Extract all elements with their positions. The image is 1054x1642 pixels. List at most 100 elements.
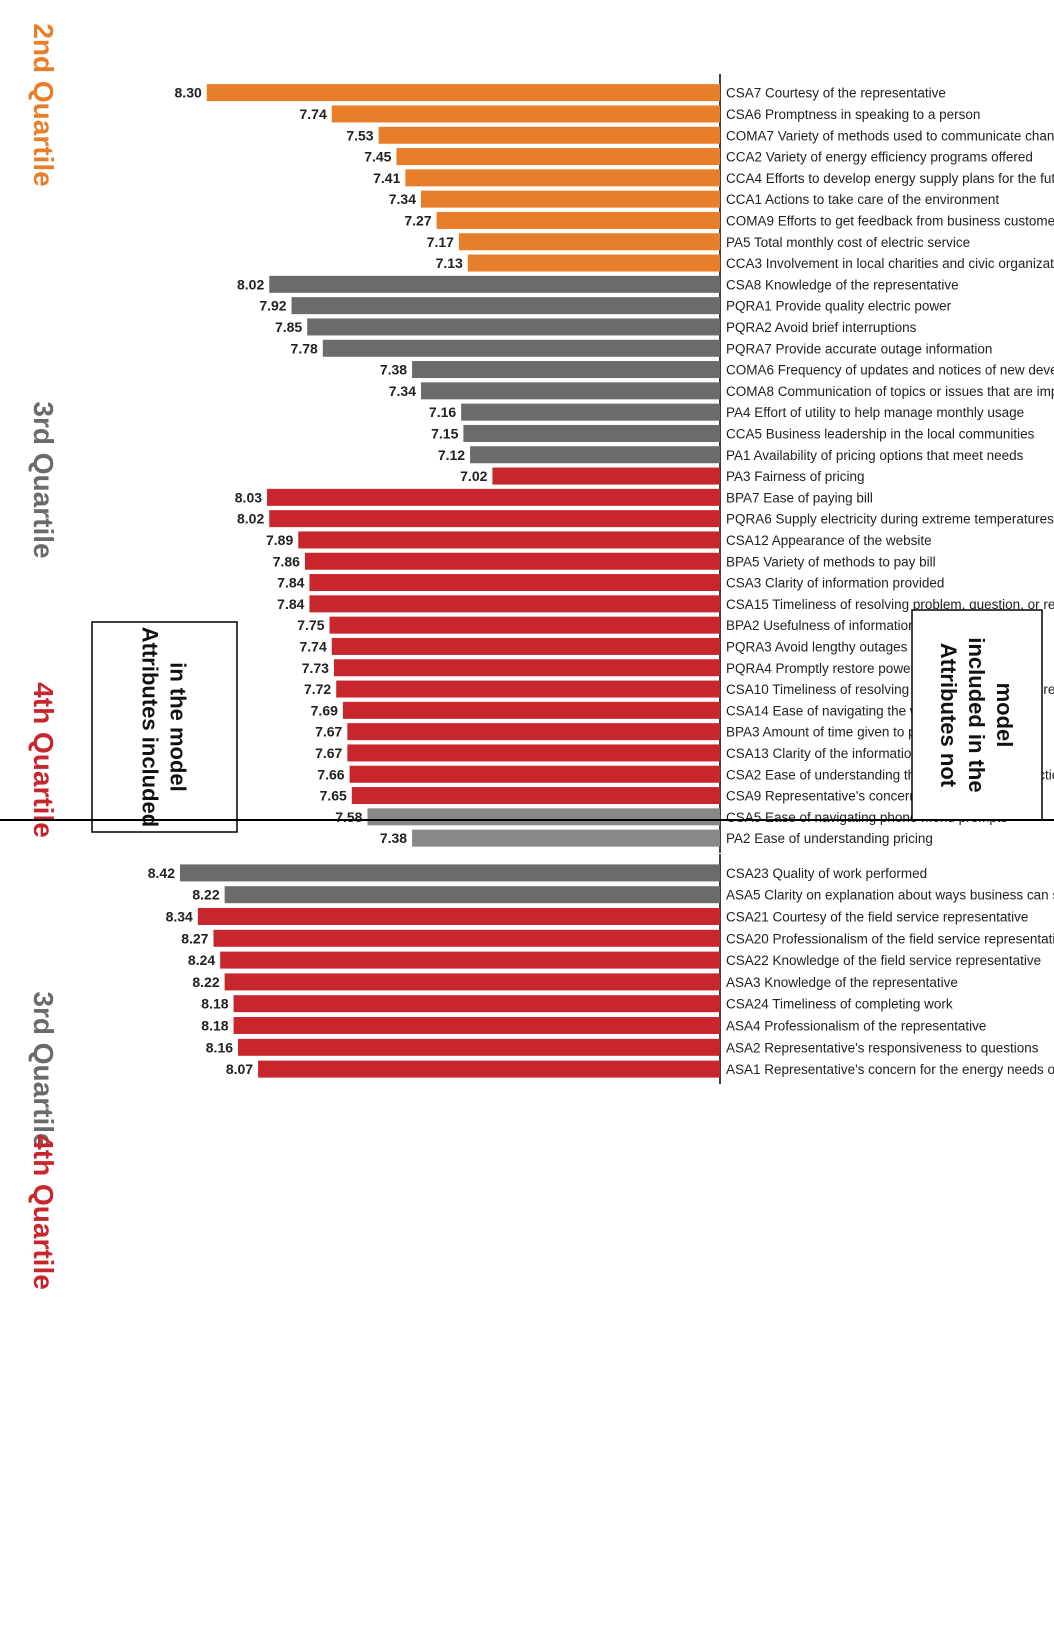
category-label: CCA4 Efforts to develop energy supply pl… [726, 171, 1054, 186]
value-label: 7.15 [431, 425, 458, 441]
category-label: PA4 Effort of utility to help manage mon… [726, 405, 1024, 420]
bar-csa12 [298, 531, 720, 549]
bar-csa20 [213, 929, 720, 947]
value-label: 7.38 [380, 362, 407, 378]
category-label: PQRA1 Provide quality electric power [726, 299, 952, 314]
value-label: 7.73 [302, 660, 329, 676]
value-label: 8.24 [188, 952, 215, 968]
bar-csa2 [349, 765, 720, 783]
value-label: 7.53 [346, 127, 373, 143]
value-label: 7.45 [364, 149, 391, 165]
category-label: CSA3 Clarity of information provided [726, 576, 944, 591]
category-label: ASA2 Representative's responsiveness to … [726, 1040, 1039, 1055]
category-label: CSA20 Professionalism of the field servi… [726, 931, 1054, 946]
quartile-label-3rd-quartile: 3rd Quartile [28, 401, 59, 558]
category-label: CCA3 Involvement in local charities and … [726, 256, 1054, 271]
value-label: 7.72 [304, 681, 331, 697]
category-label: ASA1 Representative's concern for the en… [726, 1062, 1054, 1077]
value-label: 7.89 [266, 532, 293, 548]
bar-pa2 [412, 829, 720, 847]
bar-csa14 [342, 701, 720, 719]
bar-asa4 [233, 1017, 721, 1034]
quartile-label-4th-quartile: 4th Quartile [28, 1134, 59, 1290]
value-label: 7.67 [315, 745, 342, 761]
bar-pqra6 [269, 510, 720, 528]
bar-csa8 [269, 275, 720, 293]
value-label: 8.18 [201, 1018, 228, 1034]
value-label: 8.27 [181, 930, 208, 946]
category-label: CSA14 Ease of navigating the website [726, 703, 956, 718]
bar-pqra2 [307, 318, 720, 336]
value-label: 7.86 [273, 553, 300, 569]
category-label: PQRA3 Avoid lengthy outages [726, 639, 908, 654]
value-label: 7.38 [380, 830, 407, 846]
value-label: 7.65 [320, 788, 347, 804]
bar-cca3 [467, 254, 720, 272]
value-label: 7.78 [291, 340, 318, 356]
bar-pqra7 [322, 339, 720, 357]
bar-csa22 [220, 951, 720, 969]
category-label: ASA3 Knowledge of the representative [726, 975, 958, 990]
value-label: 7.85 [275, 319, 302, 335]
value-label: 8.07 [226, 1061, 253, 1077]
category-label: CSA15 Timeliness of resolving problem, q… [726, 597, 1054, 612]
quartile-label-2nd-quartile: 2nd Quartile [28, 23, 59, 186]
panel-label-text: in the model [166, 662, 191, 792]
value-label: 7.75 [297, 617, 324, 633]
value-label: 7.02 [460, 468, 487, 484]
value-label: 8.18 [201, 996, 228, 1012]
value-label: 7.13 [436, 255, 463, 271]
bar-cca4 [405, 169, 720, 187]
category-label: CCA1 Actions to take care of the environ… [726, 192, 999, 207]
category-label: BPA5 Variety of methods to pay bill [726, 554, 936, 569]
category-label: BPA2 Usefulness of information on bill [726, 618, 955, 633]
value-label: 7.16 [429, 404, 456, 420]
quartile-label-4th-quartile: 4th Quartile [28, 682, 59, 838]
panel-not-included: 8.42 CSA23 Quality of work performed 8.22 A… [28, 609, 1054, 1290]
bar-csa6 [331, 105, 720, 123]
category-label: ASA4 Professionalism of the representati… [726, 1019, 986, 1034]
value-label: 7.92 [259, 298, 286, 314]
value-label: 7.74 [299, 638, 326, 654]
bar-csa7 [206, 84, 720, 102]
value-label: 7.74 [299, 106, 326, 122]
value-label: 7.34 [389, 191, 416, 207]
panel-included: 8.30 CSA7 Courtesy of the representative 7… [28, 23, 1054, 853]
value-label: 7.66 [317, 766, 344, 782]
value-label: 8.42 [148, 865, 175, 881]
category-label: PA2 Ease of understanding pricing [726, 831, 933, 846]
category-label: PA3 Fairness of pricing [726, 469, 865, 484]
value-label: 8.22 [192, 974, 219, 990]
value-label: 8.02 [237, 511, 264, 527]
category-label: PA5 Total monthly cost of electric servi… [726, 235, 970, 250]
value-label: 8.02 [237, 276, 264, 292]
bar-coma7 [378, 126, 720, 144]
bar-asa2 [238, 1038, 720, 1056]
bar-csa5 [367, 808, 720, 826]
bar-coma8 [420, 382, 720, 400]
bar-pqra3 [331, 637, 720, 655]
category-label: PQRA6 Supply electricity during extreme … [726, 512, 1054, 527]
bar-csa24 [233, 995, 721, 1013]
category-label: PQRA7 Provide accurate outage informatio… [726, 341, 992, 356]
bar-csa10 [336, 680, 720, 698]
bar-pqra1 [291, 297, 720, 315]
value-label: 8.30 [175, 85, 202, 101]
bar-pa5 [458, 233, 720, 251]
category-label: CSA6 Promptness in speaking to a person [726, 107, 980, 122]
bar-coma9 [436, 211, 720, 229]
value-label: 8.03 [235, 489, 262, 505]
panel-label-text: included in the [964, 637, 989, 792]
bar-asa1 [258, 1060, 720, 1078]
panel-label-box [911, 609, 1043, 821]
category-label: COMA8 Communication of topics or issues … [726, 384, 1054, 399]
category-label: CSA21 Courtesy of the field service repr… [726, 910, 1028, 925]
bar-asa3 [224, 973, 720, 991]
value-label: 7.58 [335, 809, 362, 825]
quartile-label-3rd-quartile: 3rd Quartile [28, 991, 59, 1148]
value-label: 7.17 [427, 234, 454, 250]
value-label: 8.34 [166, 909, 193, 925]
bar-bpa2 [329, 616, 720, 634]
bar-csa9 [351, 787, 720, 805]
